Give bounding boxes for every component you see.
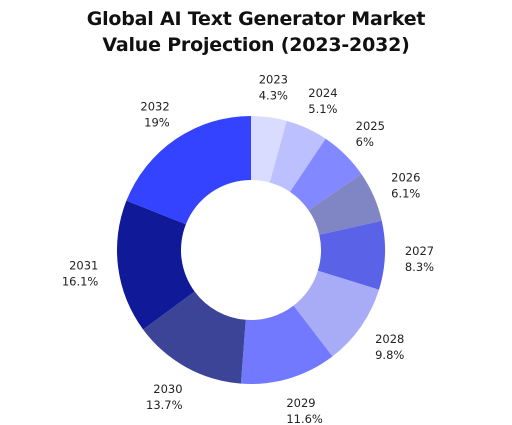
slice-value-label: 6% bbox=[356, 135, 374, 149]
slice-label-2025: 2025 6% bbox=[356, 119, 385, 149]
slice-category-label: 2024 bbox=[308, 86, 337, 100]
chart-title: Global AI Text Generator Market Value Pr… bbox=[0, 6, 512, 58]
slice-value-label: 9.8% bbox=[375, 348, 404, 362]
slice-category-label: 2028 bbox=[375, 332, 404, 346]
slice-2032 bbox=[126, 116, 251, 225]
slice-2027 bbox=[317, 220, 385, 290]
slice-label-2023: 2023 4.3% bbox=[259, 73, 288, 103]
slices-group bbox=[117, 116, 385, 384]
slice-label-2028: 2028 9.8% bbox=[375, 332, 404, 362]
slice-category-label: 2025 bbox=[356, 119, 385, 133]
slice-category-label: 2026 bbox=[391, 171, 420, 185]
slice-value-label: 8.3% bbox=[405, 260, 434, 274]
slice-2026 bbox=[308, 173, 382, 235]
chart-title-line-2: Value Projection (2023-2032) bbox=[102, 34, 410, 56]
slice-value-label: 11.6% bbox=[286, 412, 323, 425]
slice-label-2026: 2026 6.1% bbox=[391, 171, 420, 201]
slice-category-label: 2032 bbox=[140, 100, 169, 114]
slice-2031 bbox=[117, 200, 195, 330]
slice-label-2032: 2032 19% bbox=[140, 100, 169, 130]
slice-label-2024: 2024 5.1% bbox=[308, 86, 337, 116]
chart-title-line-1: Global AI Text Generator Market bbox=[86, 8, 426, 30]
slice-category-label: 2027 bbox=[405, 244, 434, 258]
slice-2025 bbox=[289, 138, 362, 211]
slice-category-label: 2030 bbox=[153, 382, 182, 396]
slice-value-label: 4.3% bbox=[259, 89, 288, 103]
slice-category-label: 2031 bbox=[69, 258, 98, 272]
slice-2029 bbox=[240, 305, 333, 384]
slice-category-label: 2029 bbox=[286, 396, 315, 410]
slice-value-label: 13.7% bbox=[146, 398, 183, 412]
slice-value-label: 6.1% bbox=[391, 187, 420, 201]
slice-label-2031: 2031 16.1% bbox=[62, 258, 99, 288]
slice-value-label: 16.1% bbox=[62, 274, 99, 288]
slice-label-2029: 2029 11.6% bbox=[286, 396, 323, 425]
slice-label-2030: 2030 13.7% bbox=[146, 382, 183, 412]
slice-label-2027: 2027 8.3% bbox=[405, 244, 434, 274]
slice-2028 bbox=[293, 270, 379, 357]
slice-value-label: 5.1% bbox=[308, 102, 337, 116]
slice-2030 bbox=[143, 291, 246, 384]
slice-2024 bbox=[269, 120, 326, 192]
slice-2023 bbox=[251, 116, 287, 183]
slice-category-label: 2023 bbox=[259, 73, 288, 87]
slice-value-label: 19% bbox=[144, 116, 170, 130]
